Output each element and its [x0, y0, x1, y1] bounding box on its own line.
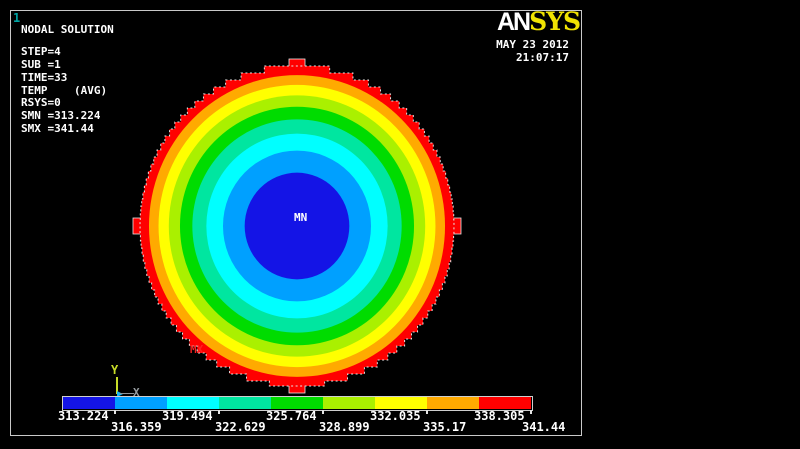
min-node-label: MN — [294, 211, 308, 224]
annotation-smn: SMN =313.224 — [21, 109, 101, 122]
legend-color-band — [479, 397, 531, 409]
legend-value-label: 335.17 — [423, 420, 467, 434]
annotation-sub: SUB =1 — [21, 58, 61, 71]
legend-tick — [322, 410, 324, 414]
legend-value-label: 316.359 — [111, 420, 162, 434]
legend-bar-frame — [62, 396, 533, 411]
legend-value-label: 319.494 — [162, 409, 213, 423]
legend-color-band — [271, 397, 323, 409]
datetime-stamp: MAY 23 2012 21:07:17 — [369, 38, 569, 64]
annotation-smx: SMX =341.44 — [21, 122, 94, 135]
ansys-logo-sys: SYS — [529, 7, 581, 36]
legend-value-label: 322.629 — [215, 420, 266, 434]
annotation-rsys: RSYS=0 — [21, 96, 61, 109]
window-number: 1 — [13, 11, 21, 25]
triad-x-axis-arrow — [120, 393, 134, 394]
legend-value-label: 325.764 — [266, 409, 317, 423]
legend-tick — [218, 410, 220, 414]
max-node-label: MX — [190, 343, 204, 356]
legend-tick — [530, 410, 532, 414]
legend-color-band — [63, 397, 115, 409]
ansys-logo-an: AN — [497, 8, 531, 36]
legend-value-label: 328.899 — [319, 420, 370, 434]
legend-value-label: 332.035 — [370, 409, 421, 423]
annotation-time: TIME=33 — [21, 71, 68, 84]
triad-x-label: X — [133, 386, 140, 399]
legend-color-band — [323, 397, 375, 409]
legend-color-band — [375, 397, 427, 409]
time-text: 21:07:17 — [516, 51, 569, 64]
triad-z-axis-mark — [117, 391, 123, 397]
legend-value-label: 341.44 — [522, 420, 566, 434]
legend-color-band — [167, 397, 219, 409]
legend-color-band — [115, 397, 167, 409]
ansys-logo: ANSYS — [497, 7, 581, 36]
legend-value-label: 338.305 — [474, 409, 525, 423]
legend-value-label: 313.224 — [58, 409, 109, 423]
contour-band — [244, 172, 350, 280]
annotation-quantity: TEMP (AVG) — [21, 84, 108, 97]
legend-color-band — [427, 397, 479, 409]
graphics-window-frame — [10, 10, 582, 436]
legend-tick — [426, 410, 428, 414]
triad-y-axis-arrow — [116, 377, 118, 394]
legend-tick — [114, 410, 116, 414]
annotation-step: STEP=4 — [21, 45, 61, 58]
date-text: MAY 23 2012 — [496, 38, 569, 51]
legend-color-band — [219, 397, 271, 409]
triad-y-label: Y — [111, 363, 119, 377]
annotation-title: NODAL SOLUTION — [21, 23, 114, 36]
